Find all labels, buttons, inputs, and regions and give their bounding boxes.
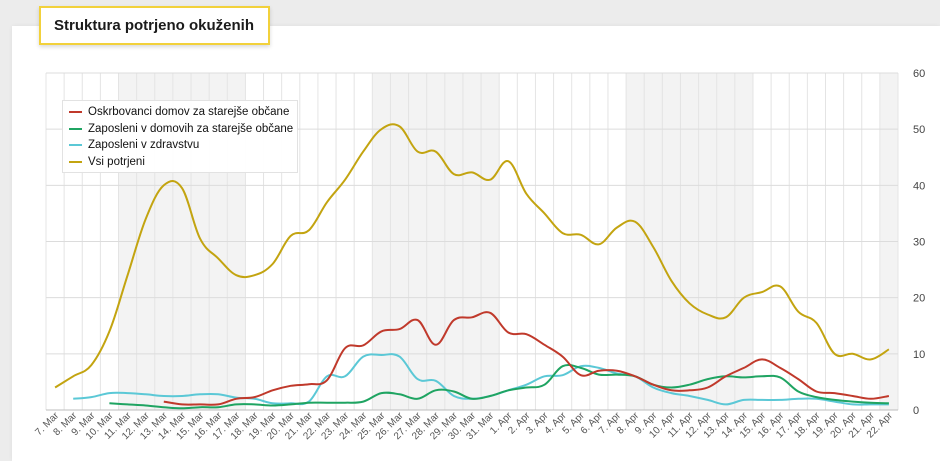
- legend-swatch: [69, 127, 82, 130]
- horizontal-gridlines: [46, 72, 898, 411]
- y-tick-label: 40: [913, 180, 925, 192]
- legend-item[interactable]: Zaposleni v zdravstvu: [69, 137, 297, 154]
- y-tick-label: 20: [913, 293, 925, 305]
- legend-label: Zaposleni v zdravstvu: [88, 139, 200, 152]
- chart-legend: Oskrbovanci domov za starejše občane Zap…: [62, 100, 298, 173]
- legend-swatch: [69, 160, 82, 163]
- series-lines: [54, 123, 890, 410]
- chart-title: Struktura potrjeno okuženih: [39, 6, 270, 45]
- series-line-vsi-potrjeni: [54, 123, 890, 389]
- y-tick-label: 60: [913, 68, 925, 80]
- y-tick-label: 10: [913, 349, 925, 361]
- series-line-zaposleni-v-domovih-za-starejse-obcane: [109, 363, 889, 410]
- legend-swatch: [69, 111, 82, 114]
- legend-item[interactable]: Zaposleni v domovih za starejše občane: [69, 121, 297, 138]
- legend-item[interactable]: Vsi potrjeni: [69, 154, 297, 171]
- y-tick-label: 50: [913, 124, 925, 136]
- y-tick-label: 0: [913, 405, 919, 417]
- series-line-oskrbovanci-domov-za-starejse-obcane: [163, 311, 890, 406]
- y-axis-ticks: 0 10 20 30 40 50 60: [913, 68, 925, 417]
- legend-label: Zaposleni v domovih za starejše občane: [88, 122, 294, 135]
- y-tick-label: 30: [913, 237, 925, 249]
- legend-swatch: [69, 144, 82, 147]
- legend-label: Vsi potrjeni: [88, 155, 145, 168]
- legend-label: Oskrbovanci domov za starejše občane: [88, 106, 290, 119]
- legend-item[interactable]: Oskrbovanci domov za starejše občane: [69, 104, 297, 121]
